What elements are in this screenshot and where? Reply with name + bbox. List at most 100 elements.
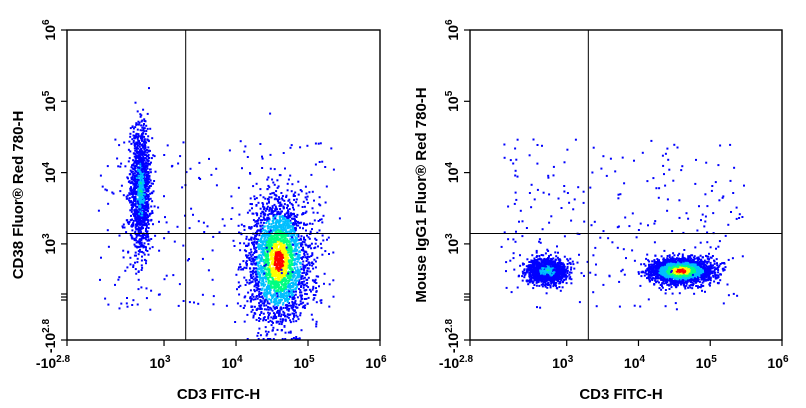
data-point bbox=[139, 182, 142, 184]
data-point bbox=[146, 180, 149, 183]
data-point bbox=[131, 206, 134, 209]
data-point bbox=[138, 228, 141, 230]
data-point bbox=[259, 300, 262, 303]
data-point bbox=[324, 166, 327, 168]
data-point bbox=[238, 293, 241, 296]
data-point bbox=[259, 219, 262, 222]
data-point bbox=[286, 238, 289, 241]
data-point bbox=[289, 265, 292, 268]
data-point bbox=[238, 266, 240, 269]
data-point bbox=[278, 230, 281, 233]
data-point bbox=[132, 219, 135, 222]
data-point bbox=[135, 234, 138, 237]
data-point bbox=[237, 268, 240, 271]
data-point bbox=[286, 218, 289, 221]
data-point bbox=[138, 171, 141, 174]
data-point bbox=[281, 195, 284, 198]
data-point bbox=[198, 176, 201, 179]
data-point bbox=[266, 218, 269, 221]
data-point bbox=[261, 219, 264, 222]
data-point bbox=[138, 168, 141, 171]
data-point bbox=[268, 290, 271, 293]
data-point bbox=[272, 268, 275, 271]
data-point bbox=[277, 257, 280, 260]
data-point bbox=[276, 199, 279, 202]
data-point bbox=[203, 231, 206, 233]
data-point bbox=[294, 239, 297, 241]
data-point bbox=[280, 272, 283, 275]
data-point bbox=[264, 277, 267, 280]
data-point bbox=[277, 236, 280, 239]
data-point bbox=[293, 294, 296, 297]
data-point bbox=[277, 259, 280, 262]
data-point bbox=[263, 308, 266, 311]
data-point bbox=[119, 165, 122, 168]
data-point bbox=[279, 270, 282, 273]
data-point bbox=[276, 295, 279, 298]
data-point bbox=[278, 219, 281, 222]
data-point bbox=[201, 293, 204, 296]
data-point bbox=[140, 244, 143, 247]
data-point bbox=[163, 154, 166, 156]
data-point bbox=[274, 233, 277, 236]
data-point bbox=[302, 256, 305, 259]
data-point bbox=[271, 263, 274, 266]
data-point bbox=[141, 167, 144, 170]
data-point bbox=[143, 213, 146, 216]
data-point bbox=[570, 278, 573, 281]
data-point bbox=[282, 235, 285, 238]
data-point bbox=[258, 295, 261, 298]
data-point bbox=[272, 317, 275, 320]
data-point bbox=[136, 205, 139, 208]
data-point bbox=[131, 189, 134, 192]
data-point bbox=[243, 320, 246, 323]
data-point bbox=[289, 174, 292, 177]
data-point bbox=[540, 283, 543, 286]
data-point bbox=[284, 253, 287, 256]
data-point bbox=[138, 141, 141, 144]
data-point bbox=[139, 198, 142, 201]
data-point bbox=[151, 200, 154, 203]
data-point bbox=[130, 142, 133, 145]
data-point bbox=[141, 172, 144, 175]
data-point bbox=[136, 173, 139, 176]
data-point bbox=[259, 306, 262, 309]
data-point bbox=[132, 164, 134, 166]
data-point bbox=[278, 225, 281, 227]
data-point bbox=[141, 133, 144, 136]
data-point bbox=[284, 300, 287, 302]
data-point bbox=[147, 135, 150, 138]
data-point bbox=[282, 229, 285, 232]
data-point bbox=[129, 209, 132, 212]
data-point bbox=[311, 261, 314, 264]
data-point bbox=[281, 277, 284, 279]
data-point bbox=[272, 224, 275, 227]
data-point bbox=[294, 246, 297, 249]
data-point bbox=[132, 139, 135, 142]
data-point bbox=[198, 161, 201, 164]
data-point bbox=[207, 269, 210, 272]
data-point bbox=[272, 259, 275, 262]
data-point bbox=[128, 199, 131, 202]
data-point bbox=[267, 255, 269, 258]
data-point bbox=[271, 192, 274, 195]
data-point bbox=[137, 144, 139, 147]
data-point bbox=[289, 287, 292, 290]
data-point bbox=[145, 259, 148, 262]
data-point bbox=[141, 136, 144, 139]
data-point bbox=[138, 189, 140, 192]
data-point bbox=[272, 256, 275, 259]
data-point bbox=[267, 279, 270, 282]
data-point bbox=[266, 178, 269, 181]
data-point bbox=[255, 282, 258, 285]
data-point bbox=[262, 254, 265, 257]
data-point bbox=[150, 289, 153, 292]
data-point bbox=[141, 161, 144, 164]
data-point bbox=[264, 298, 267, 301]
data-point bbox=[270, 299, 273, 302]
data-point bbox=[106, 229, 109, 232]
data-point bbox=[251, 277, 253, 279]
data-point bbox=[215, 167, 218, 170]
data-point bbox=[274, 258, 277, 260]
data-point bbox=[265, 239, 268, 242]
